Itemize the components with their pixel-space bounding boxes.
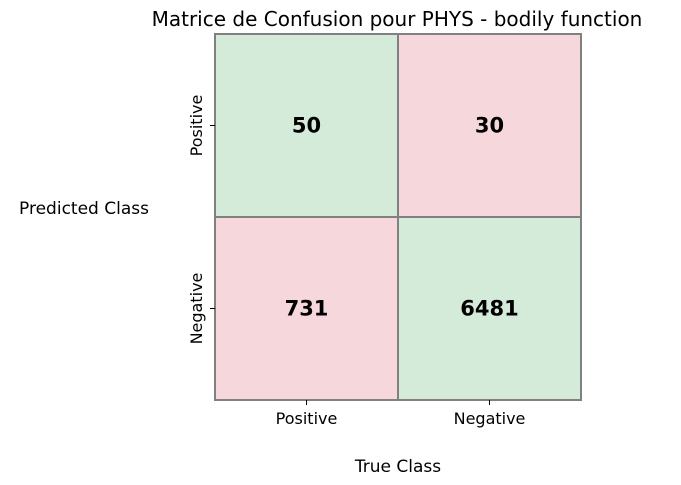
y-tick-labels: Positive Negative [187, 95, 215, 345]
y-tick-label: Negative [187, 273, 206, 345]
cell-value-r1-c0: 731 [285, 297, 329, 321]
x-tick-labels: Positive Negative [276, 400, 526, 428]
matrix-cells: 50 30 731 6481 [214, 33, 582, 401]
y-axis-label: Predicted Class [19, 199, 149, 219]
x-tick-label: Negative [454, 409, 526, 428]
matrix-cell-r1-c1 [397, 216, 582, 401]
matrix-cell-r0-c0 [214, 33, 399, 218]
x-axis-label: True Class [354, 457, 441, 477]
chart-title: Matrice de Confusion pour PHYS - bodily … [152, 7, 643, 31]
y-tick-label: Positive [187, 95, 206, 157]
matrix-cell-r1-c0 [214, 216, 399, 401]
cell-value-r1-c1: 6481 [460, 297, 518, 321]
x-tick-label: Positive [276, 409, 338, 428]
cell-value-r0-c1: 30 [475, 114, 504, 138]
matrix-cell-r0-c1 [397, 33, 582, 218]
cell-value-r0-c0: 50 [292, 114, 321, 138]
